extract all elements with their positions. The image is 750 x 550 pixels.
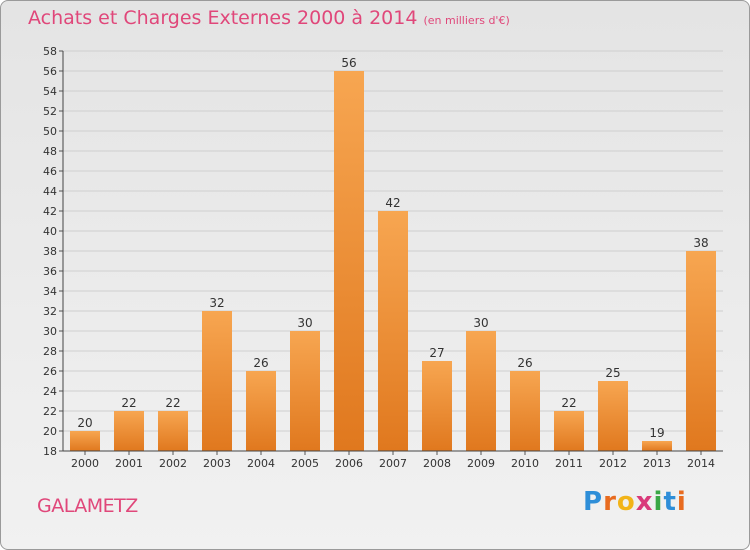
bar	[334, 71, 364, 451]
x-axis-ticks: 2000 2001 2002 2003 2004 2005 2006 2007 2008 2009…	[71, 451, 715, 470]
x-tick-label: 2006	[335, 457, 363, 470]
logo-letter: i	[653, 487, 664, 517]
x-tick-label: 2008	[423, 457, 451, 470]
title-text: Achats et Charges Externes 2000 à 2014	[28, 7, 418, 29]
y-tick-label: 46	[43, 165, 57, 178]
x-tick-label: 2013	[643, 457, 671, 470]
bar	[598, 381, 628, 451]
logo-letter: x	[635, 487, 654, 517]
y-tick-label: 26	[43, 365, 57, 378]
data-label: 27	[429, 346, 444, 360]
data-label: 22	[561, 396, 576, 410]
y-axis-ticks: 18 20 22 24 26 28 30 32 34 36 38 40 42 44 46 48 50 52 54 56…	[43, 45, 63, 458]
logo-letter: o	[616, 487, 636, 517]
bar	[114, 411, 144, 451]
x-tick-label: 2003	[203, 457, 231, 470]
y-tick-label: 50	[43, 125, 57, 138]
x-tick-label: 2011	[555, 457, 583, 470]
y-tick-label: 44	[43, 185, 57, 198]
x-tick-label: 2012	[599, 457, 627, 470]
data-label: 26	[253, 356, 268, 370]
proxiti-logo: Proxiti	[583, 487, 687, 517]
bar	[70, 431, 100, 451]
y-tick-label: 22	[43, 405, 57, 418]
y-tick-label: 30	[43, 325, 57, 338]
bar	[422, 361, 452, 451]
data-label: 25	[605, 366, 620, 380]
logo-letter: t	[663, 487, 677, 517]
data-label: 19	[649, 426, 664, 440]
data-label: 56	[341, 56, 356, 70]
bar	[290, 331, 320, 451]
bar	[202, 311, 232, 451]
x-tick-label: 2009	[467, 457, 495, 470]
y-tick-label: 38	[43, 245, 57, 258]
y-tick-label: 42	[43, 205, 57, 218]
data-label: 22	[165, 396, 180, 410]
x-tick-label: 2007	[379, 457, 407, 470]
y-tick-label: 58	[43, 45, 57, 58]
data-label: 42	[385, 196, 400, 210]
x-tick-label: 2002	[159, 457, 187, 470]
data-label: 30	[297, 316, 312, 330]
y-tick-label: 40	[43, 225, 57, 238]
y-tick-label: 32	[43, 305, 57, 318]
y-tick-label: 24	[43, 385, 57, 398]
y-tick-label: 54	[43, 85, 57, 98]
y-tick-label: 56	[43, 65, 57, 78]
data-label: 20	[77, 416, 92, 430]
bars	[70, 71, 716, 451]
logo-letter: P	[583, 487, 604, 517]
bar	[378, 211, 408, 451]
bar	[246, 371, 276, 451]
data-label: 26	[517, 356, 532, 370]
y-tick-label: 28	[43, 345, 57, 358]
chart-subtitle: (en milliers d'€)	[423, 14, 510, 27]
bar	[554, 411, 584, 451]
y-tick-label: 18	[43, 445, 57, 458]
logo-letter: r	[603, 487, 617, 517]
data-label: 32	[209, 296, 224, 310]
data-label: 30	[473, 316, 488, 330]
bar	[686, 251, 716, 451]
bar	[642, 441, 672, 451]
bar	[510, 371, 540, 451]
y-tick-label: 48	[43, 145, 57, 158]
chart-title: Achats et Charges Externes 2000 à 2014 (e…	[28, 7, 510, 29]
y-tick-label: 36	[43, 265, 57, 278]
commune-name: GALAMETZ	[37, 495, 138, 517]
y-tick-label: 52	[43, 105, 57, 118]
y-tick-label: 20	[43, 425, 57, 438]
x-tick-label: 2000	[71, 457, 99, 470]
data-labels: 20 22 22 32 26 30 56 42 27 30 26 22 25 19 38	[77, 56, 708, 440]
data-label: 38	[693, 236, 708, 250]
logo-letter: i	[676, 487, 687, 517]
x-tick-label: 2001	[115, 457, 143, 470]
bar	[158, 411, 188, 451]
bar	[466, 331, 496, 451]
x-tick-label: 2005	[291, 457, 319, 470]
x-tick-label: 2004	[247, 457, 275, 470]
y-tick-label: 34	[43, 285, 57, 298]
x-tick-label: 2014	[687, 457, 715, 470]
data-label: 22	[121, 396, 136, 410]
x-tick-label: 2010	[511, 457, 539, 470]
